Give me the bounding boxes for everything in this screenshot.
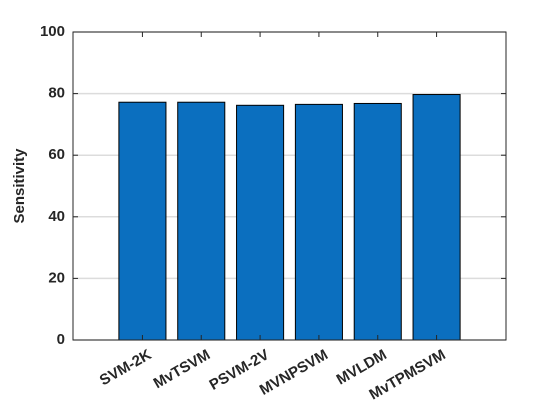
x-tick-label: SVM-2K [97, 346, 155, 389]
bar [236, 104, 285, 341]
y-tick-label: 40 [48, 208, 65, 225]
bar [177, 101, 226, 341]
y-tick-label: 60 [48, 146, 65, 163]
bar [412, 94, 461, 341]
y-tick-label: 80 [48, 85, 65, 102]
y-tick-label: 20 [48, 269, 65, 286]
bar [118, 101, 167, 341]
axes-box [72, 31, 507, 341]
bar [353, 102, 402, 341]
bar [294, 103, 343, 341]
y-tick-label: 100 [40, 23, 65, 40]
y-tick-label: 0 [57, 331, 65, 348]
y-axis-label: Sensitivity [11, 148, 28, 224]
x-tick-label: MvTSVM [151, 346, 214, 392]
